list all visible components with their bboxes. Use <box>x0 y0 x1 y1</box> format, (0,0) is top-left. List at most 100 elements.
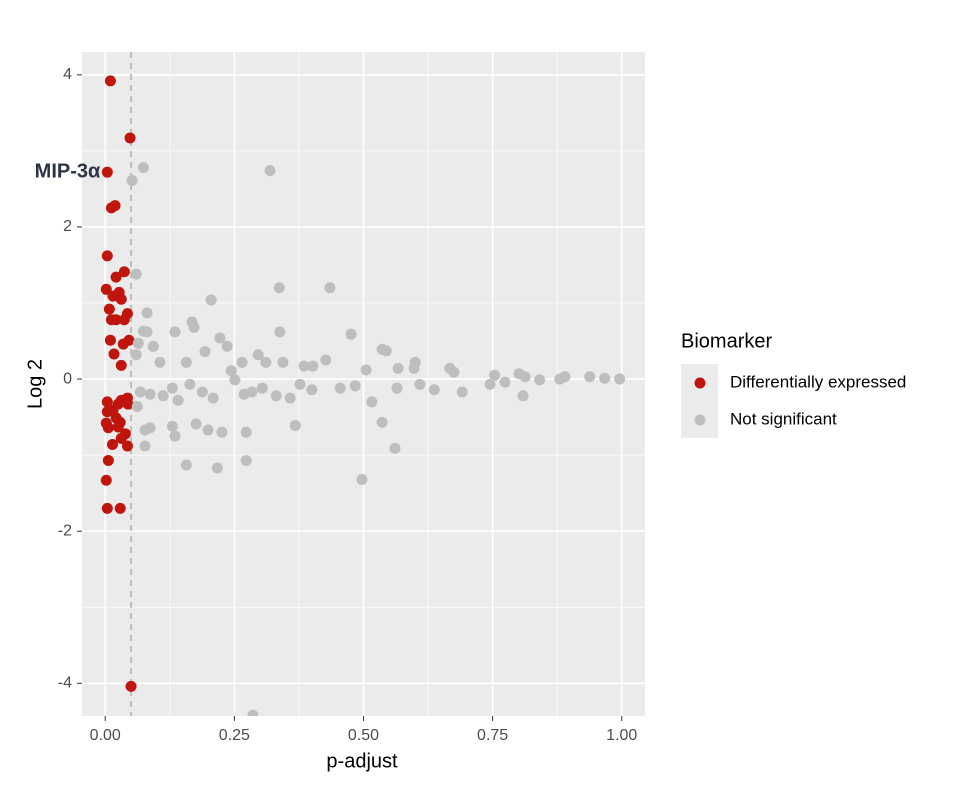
point <box>414 378 426 390</box>
point <box>246 386 258 398</box>
point <box>190 418 202 430</box>
point <box>216 426 228 438</box>
point <box>214 332 226 344</box>
point <box>101 396 113 408</box>
point <box>274 326 286 338</box>
y-axis-title: Log 2 <box>24 359 46 409</box>
point <box>334 382 346 394</box>
point <box>110 314 122 326</box>
point <box>196 386 208 398</box>
point <box>221 340 233 352</box>
x-tick-label: 0.50 <box>348 727 379 744</box>
point <box>115 359 127 371</box>
annotation: MIP-3α <box>35 160 101 182</box>
point <box>391 382 403 394</box>
point <box>184 378 196 390</box>
point <box>180 356 192 368</box>
point <box>141 326 153 338</box>
y-tick-label: 2 <box>63 218 72 235</box>
point <box>154 356 166 368</box>
point <box>202 424 214 436</box>
point <box>188 321 200 333</box>
legend-key <box>694 414 706 426</box>
point <box>101 502 113 514</box>
point <box>100 474 112 486</box>
point <box>356 473 368 485</box>
point <box>110 271 122 283</box>
point <box>240 426 252 438</box>
y-tick-label: -2 <box>58 522 72 539</box>
legend-key-bg <box>681 364 718 438</box>
legend-title: Biomarker <box>681 330 772 352</box>
point <box>277 356 289 368</box>
point <box>392 362 404 374</box>
points <box>100 52 626 716</box>
point <box>104 75 116 87</box>
point <box>534 374 546 386</box>
point <box>121 440 133 452</box>
point <box>106 438 118 450</box>
point <box>389 442 401 454</box>
point <box>408 362 420 374</box>
x-axis-title: p-adjust <box>326 750 398 772</box>
point <box>100 283 112 295</box>
point <box>380 345 392 357</box>
point <box>306 384 318 396</box>
point <box>349 380 361 392</box>
point <box>225 365 237 377</box>
point <box>169 326 181 338</box>
point <box>517 390 529 402</box>
point <box>169 430 181 442</box>
point <box>260 356 272 368</box>
point <box>130 268 142 280</box>
point <box>132 337 144 349</box>
point <box>345 328 357 340</box>
legend-label: Not significant <box>730 409 837 428</box>
point <box>205 294 217 306</box>
point <box>112 421 124 433</box>
point <box>141 307 153 319</box>
point <box>180 459 192 471</box>
legend-key <box>694 377 706 389</box>
point <box>126 175 138 187</box>
point <box>236 356 248 368</box>
point <box>115 432 127 444</box>
x-tick-label: 1.00 <box>606 727 637 744</box>
point <box>102 454 114 466</box>
point <box>247 709 259 716</box>
point <box>114 502 126 514</box>
point <box>108 348 120 360</box>
point <box>166 382 178 394</box>
point <box>448 366 460 378</box>
point <box>264 165 276 177</box>
point <box>207 392 219 404</box>
point <box>121 308 133 320</box>
point <box>157 390 169 402</box>
point <box>118 266 130 278</box>
y-tick-label: -4 <box>58 675 72 692</box>
point <box>211 462 223 474</box>
point <box>307 360 319 372</box>
point <box>499 376 511 388</box>
point <box>376 416 388 428</box>
point <box>519 371 531 383</box>
legend-label: Differentially expressed <box>730 372 906 391</box>
point <box>298 360 310 372</box>
point <box>124 132 136 144</box>
point <box>104 334 116 346</box>
point <box>273 282 285 294</box>
point <box>172 394 184 406</box>
point <box>166 420 178 432</box>
point <box>256 382 268 394</box>
point <box>123 334 135 346</box>
point <box>294 378 306 390</box>
point <box>229 374 241 386</box>
point <box>289 419 301 431</box>
point <box>240 454 252 466</box>
point <box>559 371 571 383</box>
point <box>584 371 596 383</box>
y-tick-label: 4 <box>63 66 72 83</box>
point <box>109 200 121 212</box>
point <box>428 384 440 396</box>
